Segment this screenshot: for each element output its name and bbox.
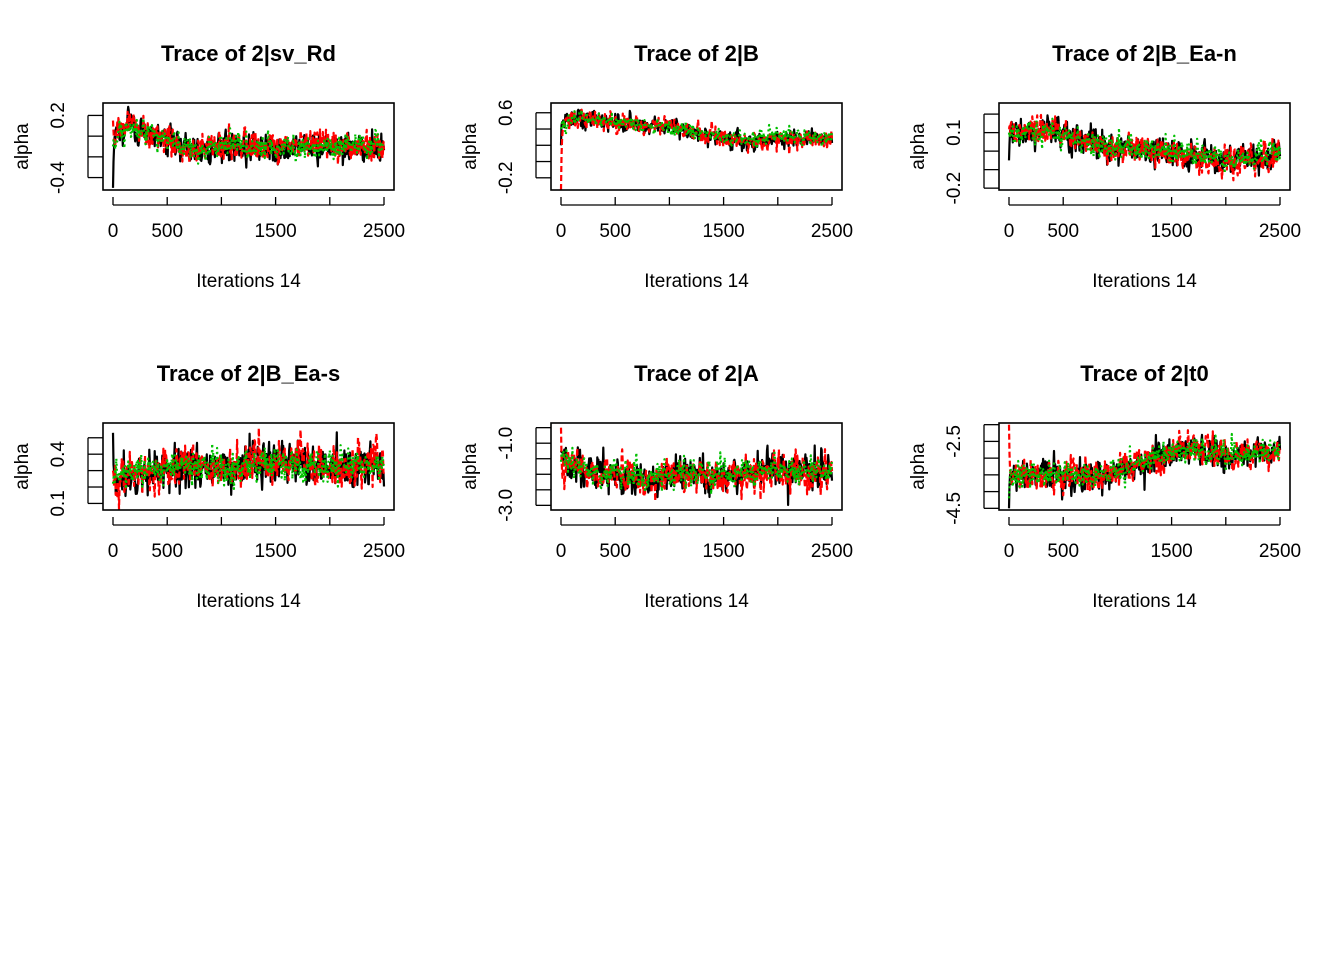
y-tick-label: 0.6 <box>496 100 517 126</box>
trace-lines <box>1007 424 1282 509</box>
panel-a: Trace of 2|A Iterations 14 alpha 0 500 150… <box>460 361 853 612</box>
trace-line-chain-3 <box>1007 117 1282 175</box>
trace-line-chain-3 <box>1007 432 1282 499</box>
x-tick-label: 2500 <box>363 541 405 562</box>
x-tick-label: 0 <box>108 541 119 562</box>
plot-frame <box>998 102 1291 191</box>
y-axis-label: alpha <box>908 443 929 490</box>
panel-t0: Trace of 2|t0 Iterations 14 alpha 0 500 15… <box>908 361 1301 612</box>
x-tick-label: 500 <box>1047 541 1079 562</box>
y-tick-label: -4.5 <box>944 492 965 525</box>
panel-b-ea-s: Trace of 2|B_Ea-s Iterations 14 alpha 0 5… <box>12 361 405 612</box>
trace-line-chain-3 <box>559 446 834 496</box>
x-tick-label: 2500 <box>1259 541 1301 562</box>
y-tick-label: -1.0 <box>496 427 517 460</box>
trace-lines <box>559 427 834 507</box>
panel-b-ea-n: Trace of 2|B_Ea-n Iterations 14 alpha 0 5… <box>908 41 1301 292</box>
x-tick-label: 2500 <box>811 541 853 562</box>
y-tick-label: 0.2 <box>48 102 69 128</box>
x-axis-label: Iterations 14 <box>196 271 301 292</box>
trace-line-chain-3 <box>559 108 834 150</box>
x-tick-label: 0 <box>1004 221 1015 242</box>
x-axis-label: Iterations 14 <box>644 591 749 612</box>
trace-lines <box>559 108 834 190</box>
plot-frame <box>550 422 843 511</box>
x-tick-label: 1500 <box>1150 541 1192 562</box>
x-tick-label: 500 <box>151 541 183 562</box>
y-tick-label: -3.0 <box>496 489 517 522</box>
x-tick-label: 500 <box>599 541 631 562</box>
trace-line-chain-2 <box>559 427 834 503</box>
y-tick-label: -2.5 <box>944 425 965 458</box>
x-tick-label: 1500 <box>1150 221 1192 242</box>
y-axis-label: alpha <box>12 443 33 490</box>
y-axis-label: alpha <box>460 443 481 490</box>
y-tick-label: 0.4 <box>48 441 69 468</box>
y-axis-label: alpha <box>12 123 33 170</box>
trace-line-chain-2 <box>1007 113 1281 182</box>
y-tick-label: 0.1 <box>944 119 965 145</box>
x-tick-label: 500 <box>1047 221 1079 242</box>
panel-title: Trace of 2|B_Ea-n <box>1052 41 1237 66</box>
plot-frame <box>102 422 395 511</box>
x-tick-label: 0 <box>556 221 567 242</box>
x-tick-label: 0 <box>1004 541 1015 562</box>
x-tick-label: 0 <box>556 541 567 562</box>
y-tick-label: 0.1 <box>48 490 69 516</box>
x-tick-label: 0 <box>108 221 119 242</box>
plot-frame <box>998 422 1291 511</box>
x-axis-label: Iterations 14 <box>196 591 301 612</box>
panel-title: Trace of 2|sv_Rd <box>161 41 336 66</box>
x-axis-label: Iterations 14 <box>1092 591 1197 612</box>
x-tick-label: 1500 <box>702 221 744 242</box>
trace-line-chain-1 <box>559 108 834 153</box>
y-tick-label: -0.2 <box>496 161 517 194</box>
trace-line-chain-1 <box>1007 433 1282 509</box>
x-tick-label: 1500 <box>254 541 296 562</box>
trace-lines <box>1007 113 1282 182</box>
panel-title: Trace of 2|B_Ea-s <box>157 361 340 386</box>
panel-title: Trace of 2|B <box>634 41 759 66</box>
x-tick-label: 2500 <box>363 221 405 242</box>
trace-lines <box>111 105 386 188</box>
y-axis-label: alpha <box>460 123 481 170</box>
trace-line-chain-3 <box>111 117 385 165</box>
x-tick-label: 500 <box>599 221 631 242</box>
x-axis-label: Iterations 14 <box>1092 271 1197 292</box>
y-axis-label: alpha <box>908 123 929 170</box>
plot-frame <box>550 102 843 191</box>
x-axis-label: Iterations 14 <box>644 271 749 292</box>
x-tick-label: 2500 <box>1259 221 1301 242</box>
panel-sv-rd: Trace of 2|sv_Rd Iterations 14 alpha 0 50… <box>12 41 405 292</box>
x-tick-label: 1500 <box>702 541 744 562</box>
panel-title: Trace of 2|A <box>634 361 759 386</box>
panel-title: Trace of 2|t0 <box>1080 361 1208 386</box>
x-tick-label: 1500 <box>254 221 296 242</box>
panel-b: Trace of 2|B Iterations 14 alpha 0 500 150… <box>460 41 853 292</box>
x-tick-label: 500 <box>151 221 183 242</box>
plot-frame <box>102 102 395 191</box>
y-tick-label: -0.2 <box>944 172 965 205</box>
trace-lines <box>111 427 386 510</box>
y-tick-label: -0.4 <box>48 161 69 194</box>
trace-line-chain-3 <box>111 442 386 491</box>
x-tick-label: 2500 <box>811 221 853 242</box>
